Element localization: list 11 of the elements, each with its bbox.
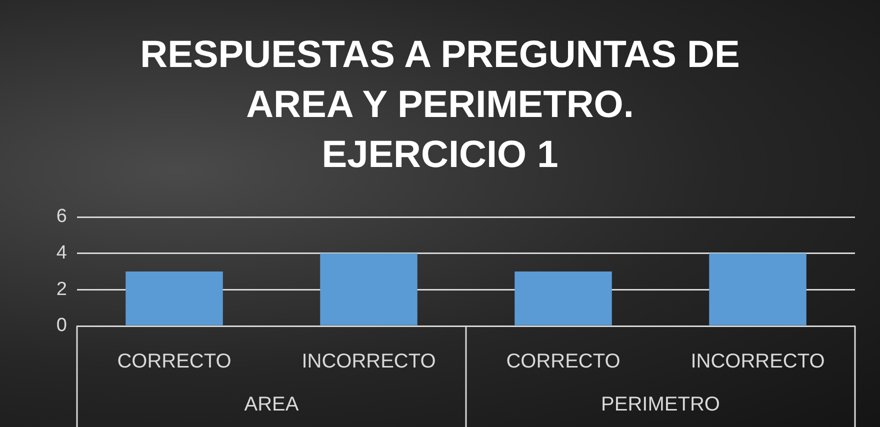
text: AREA [244,394,300,416]
y-tick-label: 2 [56,278,68,300]
x-tick-label: CORRECTO [117,350,232,373]
y-tick-label: 0 [56,315,68,336]
text: PERIMETRO [601,394,720,416]
chart-title: RESPUESTAS A PREGUNTAS DE AREA Y PERIMETRO. EJERCICIO 1 [140,33,740,178]
x-tick-label: INCORRECTO [690,350,825,373]
y-tick-label: 4 [56,242,68,264]
y-tick-label: 6 [56,206,68,228]
x-tick-label: CORRECTO [506,350,620,373]
x-tick-label: INCORRECTO [302,350,436,373]
